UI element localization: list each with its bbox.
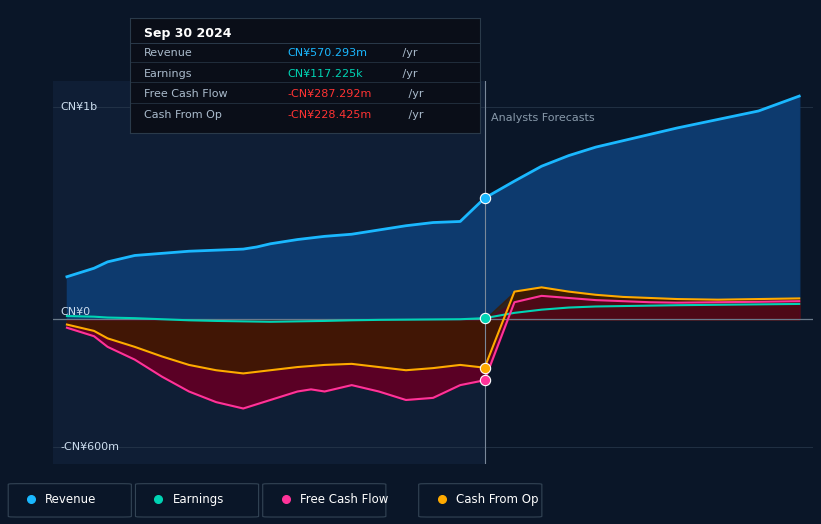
Point: [478, 364, 491, 372]
Text: Past: Past: [455, 113, 478, 123]
Text: /yr: /yr: [405, 110, 424, 120]
Text: -CN¥287.292m: -CN¥287.292m: [287, 89, 372, 100]
Text: Free Cash Flow: Free Cash Flow: [300, 493, 388, 506]
Text: Analysts Forecasts: Analysts Forecasts: [492, 113, 595, 123]
Point: [478, 194, 491, 202]
Text: Earnings: Earnings: [144, 69, 192, 79]
Point: [478, 314, 491, 322]
Text: /yr: /yr: [399, 48, 417, 58]
Text: Free Cash Flow: Free Cash Flow: [144, 89, 227, 100]
Text: CN¥0: CN¥0: [60, 307, 90, 317]
Text: -CN¥600m: -CN¥600m: [60, 442, 119, 452]
Text: Revenue: Revenue: [144, 48, 193, 58]
Text: Sep 30 2024: Sep 30 2024: [144, 27, 232, 40]
Text: Earnings: Earnings: [172, 493, 224, 506]
Point: [478, 376, 491, 385]
Text: /yr: /yr: [405, 89, 424, 100]
Bar: [484, 81, 813, 464]
Bar: [53, 81, 484, 464]
Text: CN¥117.225k: CN¥117.225k: [287, 69, 363, 79]
Text: Cash From Op: Cash From Op: [456, 493, 538, 506]
Text: -CN¥228.425m: -CN¥228.425m: [287, 110, 372, 120]
Text: CN¥1b: CN¥1b: [60, 102, 97, 112]
Text: CN¥570.293m: CN¥570.293m: [287, 48, 368, 58]
Text: Revenue: Revenue: [45, 493, 97, 506]
Text: Cash From Op: Cash From Op: [144, 110, 222, 120]
Text: /yr: /yr: [399, 69, 417, 79]
